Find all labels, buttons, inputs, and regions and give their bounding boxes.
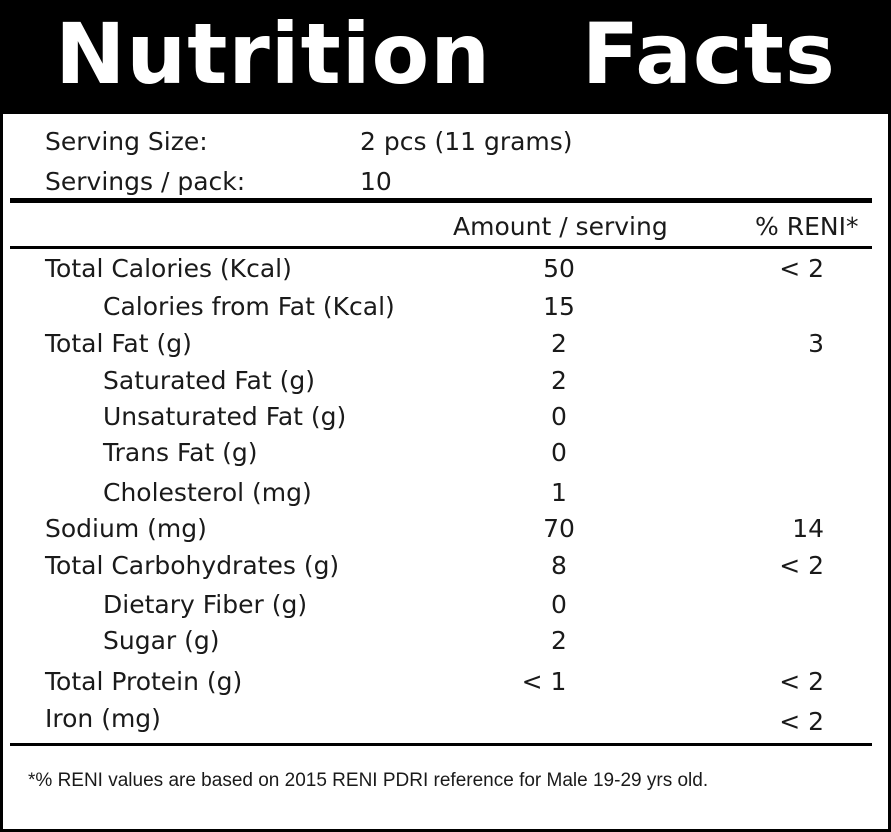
row-amount: 8 bbox=[551, 551, 567, 580]
servings-per-pack-value: 10 bbox=[360, 167, 392, 196]
row-label: Calories from Fat (Kcal) bbox=[103, 292, 395, 321]
row-label: Dietary Fiber (g) bbox=[103, 590, 308, 619]
thick-divider bbox=[10, 198, 872, 203]
row-amount: 1 bbox=[551, 478, 567, 507]
row-amount: 2 bbox=[551, 329, 567, 358]
row-label: Sugar (g) bbox=[103, 626, 220, 655]
serving-size-value: 2 pcs (11 grams) bbox=[360, 127, 573, 156]
header-reni: % RENI* bbox=[755, 212, 859, 241]
row-label: Sodium (mg) bbox=[45, 514, 207, 543]
row-reni: 3 bbox=[808, 329, 824, 358]
row-label: Cholesterol (mg) bbox=[103, 478, 312, 507]
row-label: Total Carbohydrates (g) bbox=[45, 551, 340, 580]
row-label: Saturated Fat (g) bbox=[103, 366, 315, 395]
row-label: Total Protein (g) bbox=[45, 667, 243, 696]
row-amount: 0 bbox=[551, 590, 567, 619]
header-divider bbox=[10, 246, 872, 249]
title-bar: Nutrition Facts bbox=[3, 3, 888, 114]
row-reni: < 2 bbox=[779, 254, 824, 283]
serving-size-label: Serving Size: bbox=[45, 127, 208, 156]
row-label: Iron (mg) bbox=[45, 704, 161, 733]
row-amount: 50 bbox=[543, 254, 575, 283]
row-reni: < 2 bbox=[779, 667, 824, 696]
row-amount: 2 bbox=[551, 366, 567, 395]
row-amount: 0 bbox=[551, 438, 567, 467]
footnote: *% RENI values are based on 2015 RENI PD… bbox=[28, 770, 709, 791]
row-amount: < 1 bbox=[521, 667, 567, 696]
row-label: Unsaturated Fat (g) bbox=[103, 402, 347, 431]
servings-per-pack-label: Servings / pack: bbox=[45, 167, 246, 196]
header-amount: Amount / serving bbox=[453, 212, 668, 241]
row-amount: 70 bbox=[543, 514, 575, 543]
bottom-divider bbox=[10, 743, 872, 746]
row-amount: 15 bbox=[543, 292, 575, 321]
row-amount: 2 bbox=[551, 626, 567, 655]
row-label: Total Fat (g) bbox=[45, 329, 192, 358]
row-label: Total Calories (Kcal) bbox=[45, 254, 292, 283]
label-title: Nutrition Facts bbox=[55, 5, 836, 103]
row-reni: < 2 bbox=[779, 551, 824, 580]
row-label: Trans Fat (g) bbox=[103, 438, 258, 467]
row-reni: < 2 bbox=[779, 707, 824, 736]
row-amount: 0 bbox=[551, 402, 567, 431]
row-reni: 14 bbox=[792, 514, 824, 543]
